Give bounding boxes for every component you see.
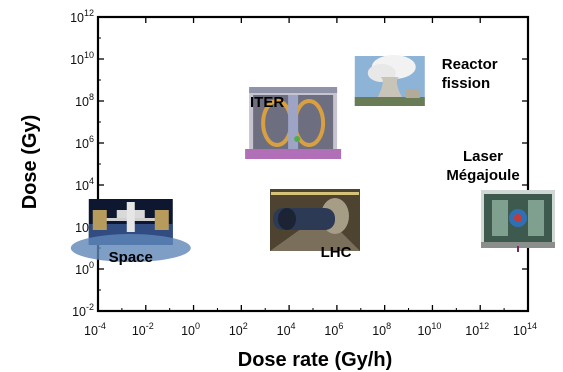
x-tick-label: 102 (229, 321, 248, 338)
x-axis-title: Dose rate (Gy/h) (238, 349, 392, 371)
y-tick-label: 10-2 (72, 302, 94, 319)
reactor-cooling-tower-icon (354, 55, 425, 106)
facility-label: LHC (321, 244, 352, 261)
facility-labels-layer: Space ITER LHC Reactor fission Laser Mégajoule (109, 56, 520, 266)
y-tick-label: 104 (75, 176, 94, 193)
facility-icons-layer (70, 55, 555, 262)
ticks-layer: 10-4 10-2 100 102 104 106 108 1010 1012 1014 10-2 1… (70, 8, 537, 338)
x-tick-label: 100 (181, 321, 200, 338)
y-tick-label: 106 (75, 134, 94, 151)
y-tick-label: 108 (75, 92, 94, 109)
iter-tokamak-icon (245, 87, 342, 159)
space-station-icon (70, 199, 191, 262)
x-tick-label: 104 (277, 321, 296, 338)
x-tick-label: 106 (324, 321, 343, 338)
facility-label: ITER (250, 94, 284, 111)
y-axis-title: Dose (Gy) (19, 115, 41, 209)
facility-label: Reactor fission (442, 56, 498, 92)
y-tick-label: 1010 (70, 50, 94, 67)
y-tick-label: 100 (75, 260, 94, 277)
x-tick-label: 108 (372, 321, 391, 338)
x-tick-label: 10-4 (84, 321, 106, 338)
facility-label: Laser Mégajoule (446, 148, 519, 184)
lhc-tunnel-icon (270, 189, 360, 251)
x-tick-label: 1010 (417, 321, 441, 338)
x-tick-label: 10-2 (132, 321, 154, 338)
facility-label: Space (109, 249, 153, 266)
laser-megajoule-chamber-icon (481, 190, 555, 252)
x-tick-label: 1014 (513, 321, 537, 338)
x-tick-label: 1012 (465, 321, 489, 338)
y-tick-label: 1012 (70, 8, 94, 25)
